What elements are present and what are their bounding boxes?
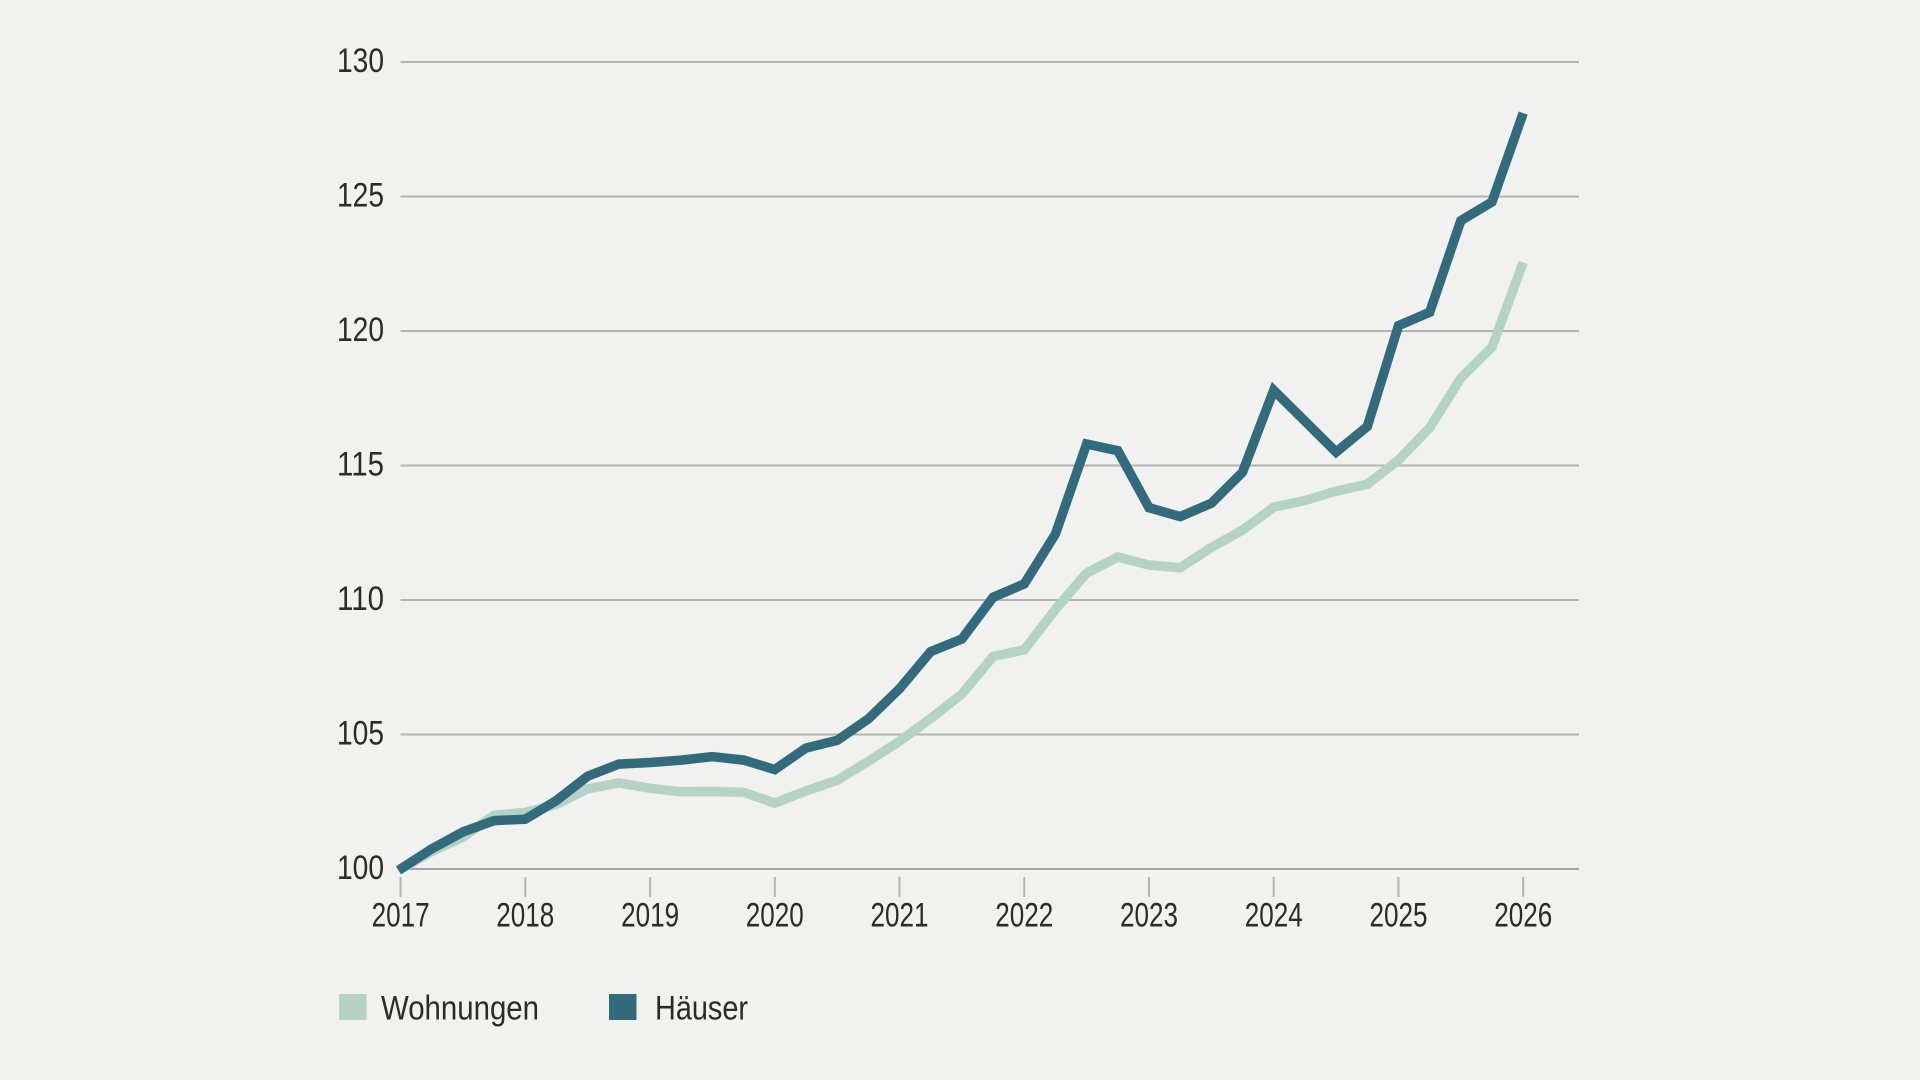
svg-text:Häuser: Häuser [655, 990, 748, 1028]
svg-text:115: 115 [337, 446, 384, 484]
svg-text:110: 110 [337, 580, 384, 618]
svg-text:2021: 2021 [871, 897, 929, 935]
svg-text:2026: 2026 [1494, 897, 1552, 935]
svg-text:130: 130 [337, 42, 384, 80]
svg-text:2018: 2018 [496, 897, 554, 935]
svg-text:100: 100 [337, 849, 384, 887]
svg-text:2023: 2023 [1120, 897, 1178, 935]
svg-text:2020: 2020 [746, 897, 804, 935]
svg-text:2025: 2025 [1370, 897, 1428, 935]
svg-text:120: 120 [337, 311, 384, 349]
svg-text:125: 125 [337, 177, 384, 215]
svg-text:105: 105 [337, 715, 384, 753]
svg-text:2024: 2024 [1245, 897, 1303, 935]
svg-text:2022: 2022 [995, 897, 1053, 935]
svg-text:2017: 2017 [372, 897, 430, 935]
svg-text:Wohnungen: Wohnungen [381, 990, 539, 1028]
svg-text:2019: 2019 [621, 897, 679, 935]
